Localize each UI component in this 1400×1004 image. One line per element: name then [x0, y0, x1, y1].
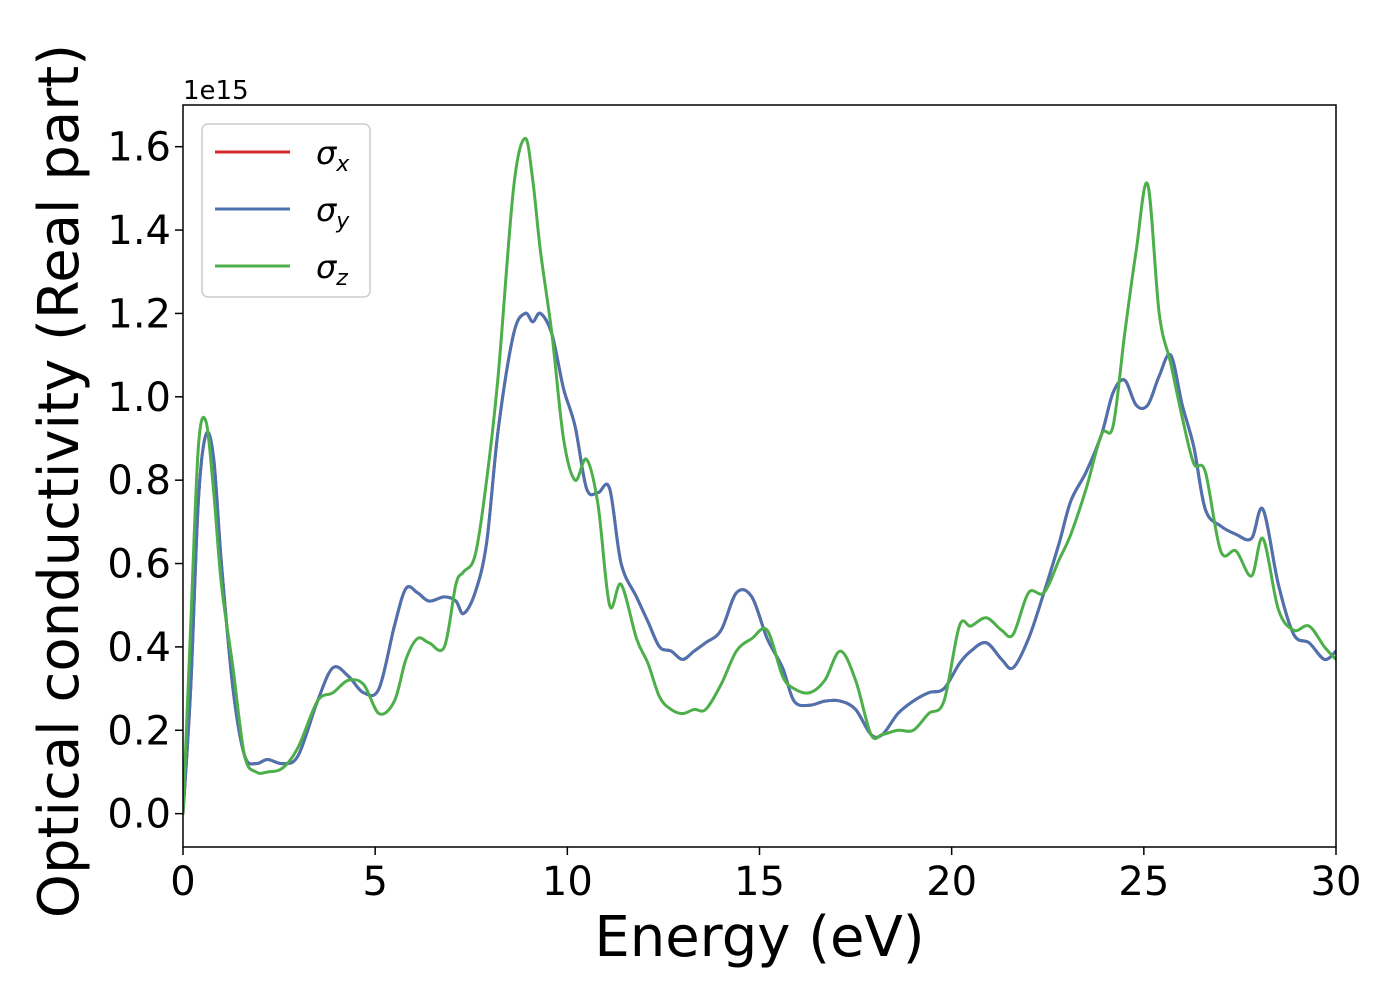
legend-label-x: σx [316, 134, 350, 177]
x-tick-label: 0 [170, 859, 195, 905]
legend: σx σy σz [201, 123, 371, 298]
y-tick-label: 0.2 [107, 708, 171, 754]
x-tick-label: 10 [542, 859, 593, 905]
y-tick-label: 0.6 [107, 542, 171, 588]
series-layer [183, 136, 1336, 816]
legend-label-z: σz [316, 248, 348, 291]
series-line-x [183, 311, 1336, 816]
y-axis-title: Optical conductivity (Real part) [27, 44, 92, 918]
y-tick-label: 0.8 [107, 458, 171, 504]
x-tick-label: 20 [926, 859, 977, 905]
y-tick-label: 1.4 [107, 208, 171, 254]
x-tick-label: 30 [1311, 859, 1362, 905]
x-tick-label: 25 [1118, 859, 1169, 905]
y-offset-label: 1e15 [183, 76, 249, 106]
y-tick-label: 1.2 [107, 291, 171, 337]
x-tick-label: 15 [734, 859, 785, 905]
y-tick-label: 0.0 [107, 792, 171, 838]
y-tick-label: 1.0 [107, 375, 171, 421]
legend-label-y: σy [316, 191, 350, 234]
series-line-y [183, 311, 1336, 816]
ticks-layer: 0 5 10 15 20 25 30 0.0 0.2 0.4 0.6 0.8 1.0 1.2 1.4 1.6 [107, 125, 1361, 905]
y-tick-label: 0.4 [107, 625, 171, 671]
x-axis-title: Energy (eV) [594, 905, 924, 970]
x-tick-label: 5 [362, 859, 387, 905]
series-line-z [183, 136, 1336, 816]
y-tick-label: 1.6 [107, 125, 171, 171]
